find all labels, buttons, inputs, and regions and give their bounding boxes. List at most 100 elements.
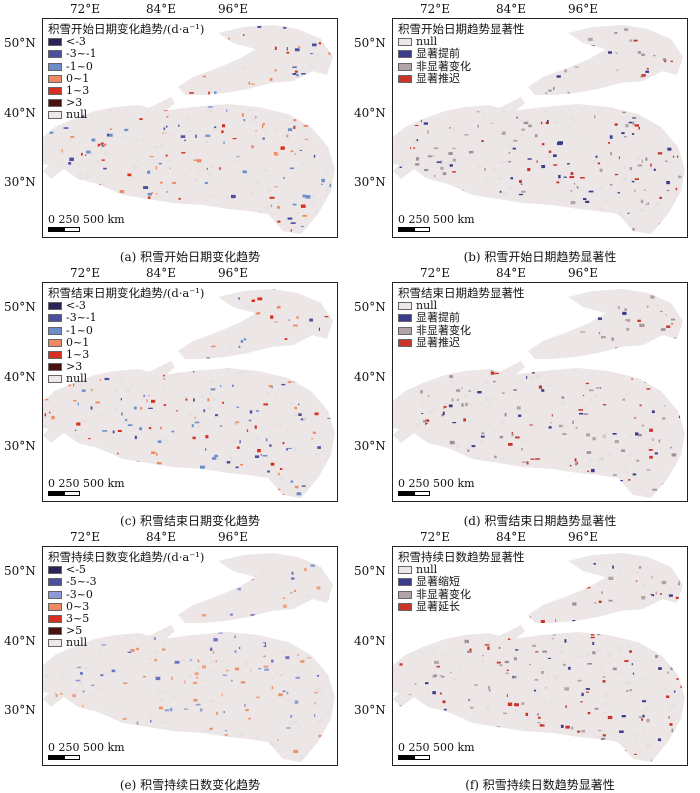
scale-bar: 0 250 500 km [398, 213, 475, 232]
legend-label: 显著缩短 [416, 576, 460, 588]
legend-item: 非显著变化 [398, 589, 525, 601]
latitude-tick: 50°N [4, 565, 36, 577]
legend-label: 显著延长 [416, 601, 460, 613]
legend-swatch [398, 314, 412, 322]
scale-label: 0 250 500 km [398, 477, 475, 490]
longitude-tick: 96°E [568, 267, 598, 279]
legend-item: 显著缩短 [398, 576, 525, 588]
legend-label: -3~-1 [66, 312, 97, 324]
legend-swatch [398, 578, 412, 586]
legend-label: 显著提前 [416, 48, 460, 60]
legend-swatch [48, 87, 62, 95]
legend-item: 显著提前 [398, 48, 525, 60]
latitude-tick: 50°N [354, 565, 386, 577]
latitude-tick: 30°N [354, 704, 386, 716]
legend-label: 显著推迟 [416, 337, 460, 349]
scale-graphic [398, 491, 475, 496]
legend-item: 显著推迟 [398, 73, 525, 85]
legend-item: null [48, 637, 204, 649]
longitude-tick: 96°E [568, 531, 598, 543]
scale-graphic [398, 755, 475, 760]
legend-swatch [48, 639, 62, 647]
panel-caption: (d) 积雪结束日期趋势显著性 [392, 512, 688, 529]
legend-label: null [66, 637, 87, 649]
legend-title: 积雪开始日期趋势显著性 [398, 23, 525, 35]
legend-label: 显著推迟 [416, 73, 460, 85]
legend-item: -3~-1 [48, 48, 204, 60]
legend-swatch [398, 75, 412, 83]
legend-swatch [48, 302, 62, 310]
latitude-tick: 30°N [4, 704, 36, 716]
latitude-tick: 40°N [354, 635, 386, 647]
legend-item: -3~-1 [48, 312, 204, 324]
legend-swatch [48, 591, 62, 599]
legend-label: 非显著变化 [416, 325, 471, 337]
legend-swatch [48, 363, 62, 371]
legend-swatch [48, 375, 62, 383]
longitude-tick: 96°E [218, 3, 248, 15]
scale-label: 0 250 500 km [398, 741, 475, 754]
latitude-tick: 50°N [354, 37, 386, 49]
scale-graphic [48, 491, 125, 496]
longitude-tick: 72°E [420, 531, 450, 543]
latitude-tick: 30°N [354, 440, 386, 452]
legend-swatch [48, 99, 62, 107]
panel-caption: (a) 积雪开始日期变化趋势 [42, 248, 338, 265]
legend-label: -1~0 [66, 61, 93, 73]
legend-swatch [48, 327, 62, 335]
legend-label: -5~-3 [66, 576, 97, 588]
legend-swatch [398, 50, 412, 58]
legend-swatch [48, 578, 62, 586]
scale-bar: 0 250 500 km [398, 477, 475, 496]
latitude-tick: 40°N [354, 107, 386, 119]
latitude-tick: 50°N [4, 37, 36, 49]
legend-item: -5~-3 [48, 576, 204, 588]
legend-swatch [398, 591, 412, 599]
latitude-tick: 50°N [354, 301, 386, 313]
latitude-tick: 40°N [354, 371, 386, 383]
longitude-tick: 96°E [218, 267, 248, 279]
longitude-tick: 72°E [70, 531, 100, 543]
legend-label: 显著提前 [416, 312, 460, 324]
legend-swatch [48, 566, 62, 574]
legend-swatch [48, 351, 62, 359]
legend-swatch [48, 615, 62, 623]
longitude-tick: 96°E [568, 3, 598, 15]
latitude-tick: 30°N [354, 176, 386, 188]
legend-swatch [398, 566, 412, 574]
legend-title: 积雪结束日期趋势显著性 [398, 287, 525, 299]
panel-caption: (b) 积雪开始日期趋势显著性 [392, 248, 688, 265]
legend-item: -1~0 [48, 61, 204, 73]
legend-label: null [66, 373, 87, 385]
legend-item: 非显著变化 [398, 325, 525, 337]
legend-swatch [48, 314, 62, 322]
scale-graphic [398, 227, 475, 232]
scale-graphic [48, 227, 125, 232]
longitude-tick: 84°E [146, 531, 176, 543]
legend-swatch [48, 111, 62, 119]
legend-swatch [48, 38, 62, 46]
panel-caption: (c) 积雪结束日期变化趋势 [42, 512, 338, 529]
latitude-tick: 30°N [4, 176, 36, 188]
longitude-tick: 84°E [496, 3, 526, 15]
scale-bar: 0 250 500 km [48, 213, 125, 232]
legend-item: 非显著变化 [398, 61, 525, 73]
longitude-tick: 72°E [420, 267, 450, 279]
legend-item: null [48, 373, 204, 385]
legend-label: 非显著变化 [416, 589, 471, 601]
latitude-tick: 40°N [4, 107, 36, 119]
longitude-tick: 96°E [218, 531, 248, 543]
longitude-tick: 72°E [420, 3, 450, 15]
legend-swatch [48, 339, 62, 347]
